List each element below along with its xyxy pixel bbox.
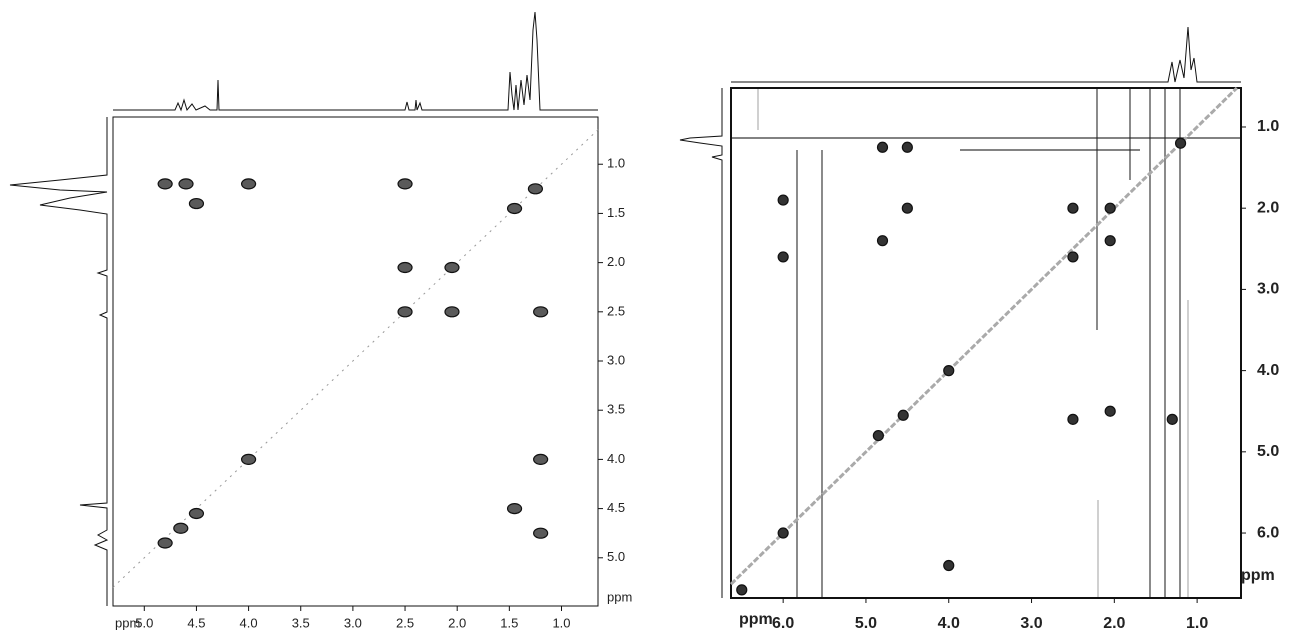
cross-peak: [944, 366, 954, 376]
cross-peak: [778, 252, 788, 262]
cross-peak: [1068, 414, 1078, 424]
y-axis-label: ppm: [607, 589, 632, 604]
y-tick-label: 6.0: [1257, 524, 1279, 541]
cross-peak: [902, 142, 912, 152]
y-tick-label: 4.5: [607, 500, 625, 515]
x-tick-label: 4.0: [938, 615, 960, 632]
top-projection: [113, 12, 598, 110]
cross-peak: [398, 263, 412, 273]
cross-peak: [534, 528, 548, 538]
side-projection: [10, 117, 107, 606]
y-tick-label: 1.0: [607, 156, 625, 171]
diagonal: [731, 88, 1237, 584]
cross-peak: [158, 179, 172, 189]
plot-frame: [113, 117, 598, 606]
y-tick-label: 2.5: [607, 303, 625, 318]
cross-peak: [944, 561, 954, 571]
y-tick-label: 3.0: [607, 352, 625, 367]
x-tick-label: 3.0: [1020, 615, 1042, 632]
cross-peak: [189, 509, 203, 519]
x-tick-label: 3.5: [292, 615, 310, 630]
cross-peak: [1068, 203, 1078, 213]
y-tick-label: 4.0: [607, 451, 625, 466]
y-tick-label: 1.5: [607, 205, 625, 220]
cross-peak: [878, 236, 888, 246]
x-tick-label: 2.0: [1103, 615, 1125, 632]
cross-peak: [179, 179, 193, 189]
y-tick-label: 1.0: [1257, 118, 1279, 135]
x-tick-label: 5.0: [855, 615, 877, 632]
cross-peak: [1105, 203, 1115, 213]
x-tick-label: 1.0: [552, 615, 570, 630]
y-tick-label: 2.0: [1257, 199, 1279, 216]
cross-peak: [1167, 414, 1177, 424]
cross-peak: [508, 504, 522, 514]
cross-peak: [189, 199, 203, 209]
panel: 5.0 4.5 4.0 3.5 3.0 2.5 2.0 1.5 1.0 1.0 1.5 2.0 2.5 3…: [113, 117, 632, 630]
cross-peak: [242, 454, 256, 464]
x-tick-label: 2.5: [396, 615, 414, 630]
cross-peak: [1105, 236, 1115, 246]
x-tick-label: 3.0: [344, 615, 362, 630]
cross-peak: [534, 454, 548, 464]
side-projection: [680, 88, 722, 598]
y-tick-label: 5.0: [1257, 443, 1279, 460]
diagonal: [113, 130, 598, 588]
y-tick-label: 2.0: [607, 254, 625, 269]
x-tick-label: 2.0: [448, 615, 466, 630]
x-tick-label: 4.5: [187, 615, 205, 630]
x-tick-label: 1.5: [500, 615, 518, 630]
cross-peak: [158, 538, 172, 548]
x-tick-label: 6.0: [772, 615, 794, 632]
cross-peak: [398, 307, 412, 317]
cross-peak: [534, 307, 548, 317]
cross-peak: [174, 523, 188, 533]
cross-peak: [398, 179, 412, 189]
figure: 5.0 4.5 4.0 3.5 3.0 2.5 2.0 1.5 1.0 1.0 1.5 2.0 2.5 3…: [0, 0, 1299, 637]
y-tick-label: 5.0: [607, 549, 625, 564]
cross-peak: [778, 528, 788, 538]
y-tick-label: 4.0: [1257, 362, 1279, 379]
cross-peak: [873, 431, 883, 441]
cross-peak: [778, 195, 788, 205]
cross-peak: [1105, 406, 1115, 416]
top-projection: [731, 27, 1241, 82]
noise-streaks: [731, 88, 1241, 598]
cross-peak: [878, 142, 888, 152]
cross-peak: [528, 184, 542, 194]
x-tick-label: 4.0: [240, 615, 258, 630]
cross-peak: [508, 204, 522, 214]
cross-peak: [445, 307, 459, 317]
cross-peak: [445, 263, 459, 273]
x-tick-label: 1.0: [1186, 615, 1208, 632]
y-axis-label: ppm: [1241, 567, 1275, 584]
cross-peak: [737, 585, 747, 595]
cross-peak: [902, 203, 912, 213]
y-tick-label: 3.5: [607, 402, 625, 417]
cross-peak: [1068, 252, 1078, 262]
x-axis-label: ppm: [739, 611, 773, 628]
cross-peak: [898, 410, 908, 420]
x-axis-label: ppm: [115, 615, 140, 630]
y-tick-label: 3.0: [1257, 281, 1279, 298]
cross-peak: [1176, 138, 1186, 148]
cross-peak: [242, 179, 256, 189]
